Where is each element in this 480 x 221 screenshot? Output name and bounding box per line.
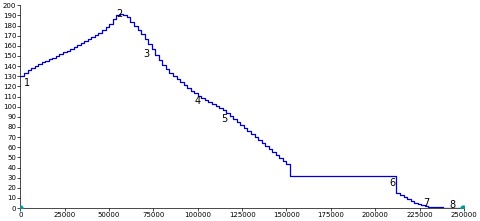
Text: 4: 4 [194,95,200,105]
Text: 6: 6 [389,178,396,188]
Text: 2: 2 [116,9,122,19]
Text: 3: 3 [143,49,149,59]
Text: 5: 5 [221,114,227,124]
Text: 7: 7 [423,198,429,208]
Text: 1: 1 [24,78,30,88]
Text: 8: 8 [450,200,456,210]
